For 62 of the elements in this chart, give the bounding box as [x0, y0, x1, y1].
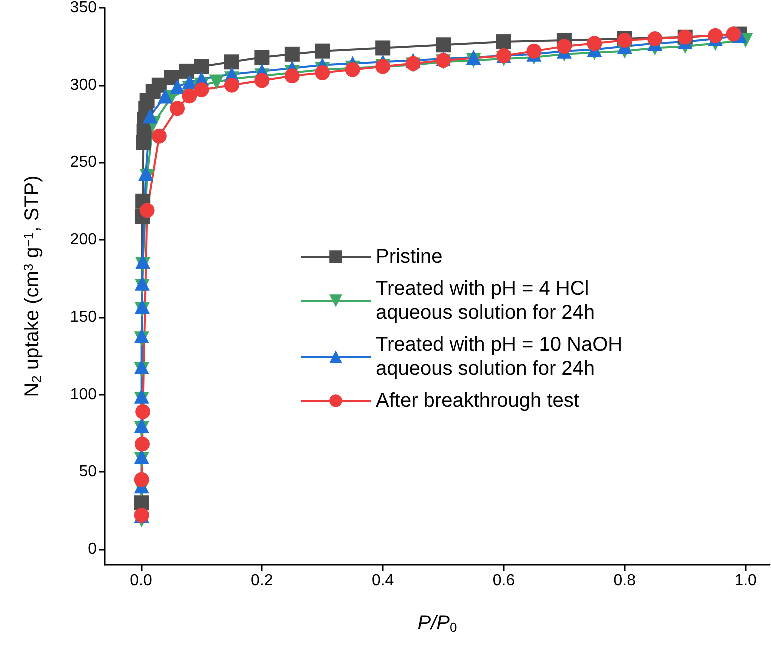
y-tick-label: 200 [70, 232, 98, 249]
point [142, 108, 158, 124]
point [134, 418, 150, 434]
point [315, 65, 330, 80]
point [170, 79, 186, 94]
point [708, 28, 724, 44]
point [138, 166, 154, 182]
y-tick-label: 150 [70, 308, 98, 326]
point [587, 36, 602, 52]
point [140, 203, 155, 218]
point [556, 39, 572, 54]
point [209, 74, 224, 90]
point [496, 34, 512, 50]
x-tick-label: 0.8 [614, 572, 636, 590]
point [376, 40, 391, 56]
point [158, 88, 173, 104]
legend-label: After breakthrough test [376, 390, 580, 412]
point [179, 64, 194, 79]
point [134, 359, 150, 374]
legend-label: Treated with pH = 10 NaOH aqueous solution for 24h [376, 334, 628, 380]
x-tick-label: 0.0 [130, 572, 152, 590]
point [134, 276, 150, 291]
point [648, 31, 663, 46]
point [284, 46, 300, 62]
point [466, 50, 482, 66]
point [164, 70, 179, 86]
point [284, 68, 300, 84]
y-tick-label: 350 [70, 0, 98, 16]
y-axis-title: N2 uptake (cm3 g−1, STP) [21, 176, 44, 398]
point [224, 54, 240, 70]
point [224, 78, 240, 93]
point [134, 388, 150, 404]
y-tick-label: 100 [70, 386, 98, 404]
point [136, 404, 151, 420]
x-tick-label: 1.0 [734, 572, 758, 590]
point [436, 38, 452, 53]
x-tick-label: 0.2 [251, 572, 274, 590]
y-tick-label: 250 [70, 154, 98, 172]
point [194, 82, 210, 98]
point [526, 44, 542, 59]
point [194, 59, 210, 74]
point [136, 254, 151, 270]
point [134, 472, 150, 488]
legend-label: Pristine [376, 246, 443, 268]
point [182, 88, 198, 104]
y-tick-label: 0 [88, 541, 98, 558]
point [152, 128, 167, 144]
point [134, 436, 150, 452]
point [315, 44, 330, 59]
point [134, 328, 150, 344]
point [170, 101, 186, 116]
point [254, 73, 270, 88]
y-tick-label: 300 [70, 76, 98, 94]
legend-label: Treated with pH = 4 HCl aqueous solution for 24h [376, 278, 596, 324]
point [254, 50, 270, 66]
x-tick-label: 0.4 [372, 572, 394, 590]
point [726, 26, 742, 42]
y-tick-label: 50 [79, 464, 98, 481]
x-tick-label: 0.6 [492, 572, 516, 590]
point [134, 496, 150, 511]
x-axis-title: P/P0 [418, 612, 458, 635]
point [134, 299, 150, 314]
